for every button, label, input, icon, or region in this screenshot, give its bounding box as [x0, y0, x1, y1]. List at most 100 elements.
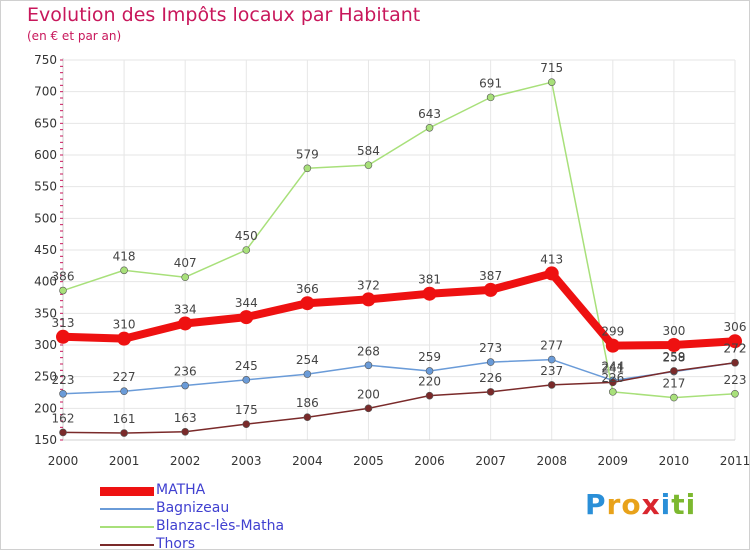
y-tick-label: 750	[34, 53, 57, 67]
y-tick-label: 250	[34, 370, 57, 384]
data-label: 254	[296, 353, 319, 367]
data-point	[56, 329, 70, 344]
data-label: 386	[52, 270, 75, 284]
logo-letter: P	[585, 488, 607, 521]
data-point	[544, 266, 559, 281]
legend-label: Blanzac-lès-Matha	[156, 518, 285, 534]
x-tick-label: 2003	[231, 454, 262, 468]
data-point	[239, 310, 254, 325]
data-point	[242, 246, 251, 254]
data-label: 413	[540, 252, 563, 266]
data-point	[364, 161, 373, 169]
data-point	[364, 361, 373, 370]
data-label: 217	[662, 377, 685, 391]
data-point	[425, 367, 434, 375]
logo-letter: x	[641, 488, 661, 521]
data-point	[609, 388, 617, 396]
y-tick-label: 500	[34, 211, 57, 225]
x-tick-label: 2005	[353, 454, 384, 468]
logo-letter: r	[606, 488, 622, 521]
data-point	[666, 338, 681, 352]
data-label: 175	[235, 403, 258, 417]
data-label: 691	[479, 76, 502, 90]
data-point	[609, 378, 617, 387]
data-label: 299	[601, 325, 624, 339]
logo-letter: i	[660, 488, 672, 521]
data-point	[361, 292, 376, 307]
series-line-matha	[62, 269, 736, 350]
data-label: 334	[174, 302, 197, 316]
data-point	[486, 388, 495, 396]
legend-swatch	[100, 508, 154, 510]
data-label: 268	[357, 344, 380, 358]
data-label: 272	[724, 342, 747, 356]
series-line-bagnizeau	[62, 358, 736, 395]
data-point	[425, 123, 434, 132]
y-tick-label: 400	[34, 275, 57, 289]
data-label: 272	[724, 342, 747, 356]
data-label: 241	[601, 361, 624, 375]
data-point	[117, 331, 132, 346]
data-label: 162	[52, 411, 75, 425]
data-point	[486, 93, 495, 102]
data-label: 227	[113, 370, 136, 384]
y-tick-label: 200	[34, 401, 57, 415]
data-label: 220	[418, 375, 441, 389]
data-label: 186	[296, 396, 319, 410]
data-point	[178, 316, 193, 331]
data-point	[731, 389, 739, 398]
data-point	[303, 413, 312, 422]
data-label: 245	[235, 359, 258, 373]
legend-swatch	[100, 544, 154, 546]
data-label: 715	[540, 61, 563, 75]
chart-title: Evolution des Impôts locaux par Habitant	[27, 4, 421, 26]
data-point	[422, 286, 437, 301]
data-point	[670, 393, 678, 402]
data-point	[300, 296, 315, 311]
y-tick-label: 700	[34, 85, 57, 99]
data-point	[605, 338, 620, 353]
data-label: 372	[357, 278, 380, 292]
data-label: 258	[662, 351, 685, 365]
x-tick-label: 2010	[659, 454, 690, 468]
x-tick-label: 2008	[536, 454, 567, 468]
data-point	[59, 389, 67, 398]
x-tick-label: 2006	[414, 454, 445, 468]
data-label: 387	[479, 269, 502, 283]
y-tick-label: 550	[34, 180, 57, 194]
data-label: 579	[296, 147, 319, 161]
data-label: 306	[724, 320, 747, 334]
x-tick-label: 2007	[475, 454, 506, 468]
data-label: 277	[540, 339, 563, 353]
data-label: 273	[479, 341, 502, 355]
data-label: 237	[540, 364, 563, 378]
x-tick-label: 2004	[292, 454, 323, 468]
x-tick-label: 2000	[48, 454, 79, 468]
data-point	[425, 391, 434, 400]
data-point	[181, 427, 189, 436]
data-label: 226	[479, 371, 502, 385]
data-point	[120, 429, 128, 437]
data-point	[483, 282, 498, 297]
data-point	[120, 387, 128, 396]
data-point	[181, 273, 189, 282]
chart-subtitle: (en € et par an)	[27, 29, 122, 43]
x-tick-label: 2001	[109, 454, 140, 468]
data-label: 313	[52, 316, 75, 330]
data-point	[670, 367, 678, 375]
data-label: 584	[357, 144, 380, 158]
legend-swatch	[100, 487, 154, 496]
data-label: 418	[113, 249, 136, 263]
data-point	[547, 381, 556, 389]
data-label: 223	[724, 373, 747, 387]
data-label: 226	[601, 371, 624, 385]
series-line-thors	[62, 361, 736, 434]
legend-label: Thors	[156, 536, 196, 552]
data-point	[547, 78, 556, 86]
data-label: 244	[601, 359, 624, 373]
data-point	[59, 286, 67, 295]
data-point	[120, 266, 128, 275]
data-label: 310	[113, 318, 136, 332]
legend-label: MATHA	[156, 482, 206, 498]
y-tick-label: 450	[34, 243, 57, 257]
